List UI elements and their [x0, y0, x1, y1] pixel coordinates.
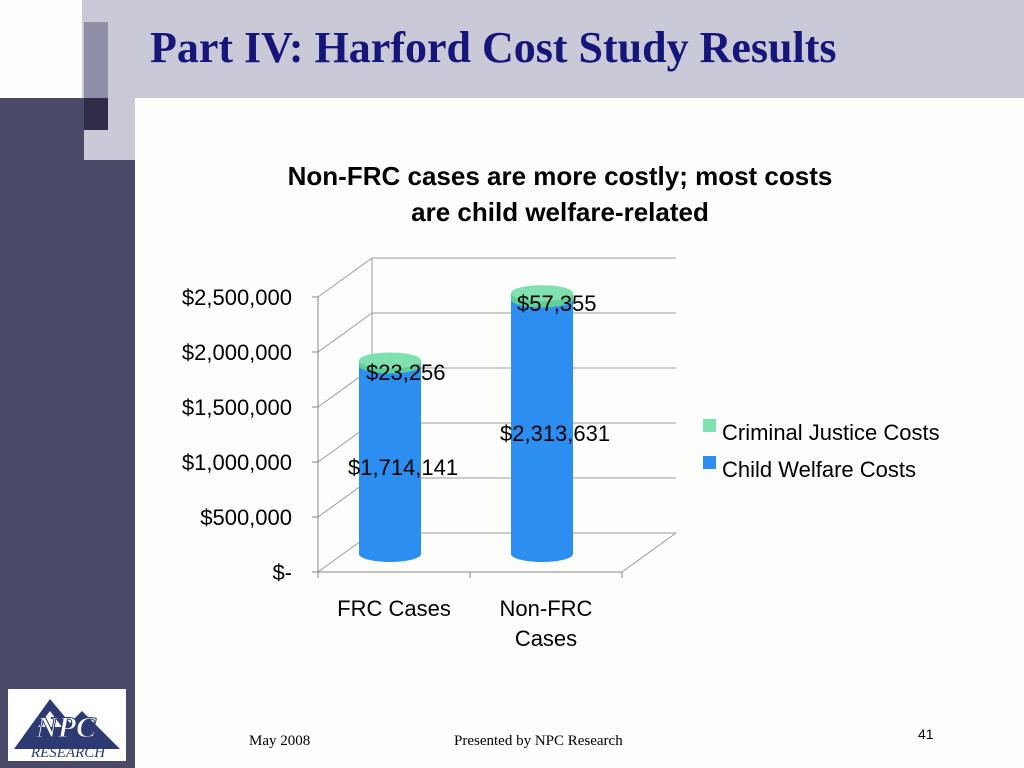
- x-category-label: Cases: [515, 626, 577, 651]
- gridline-diagonal: [317, 312, 373, 353]
- sidebar-decoration: [0, 98, 135, 768]
- data-label-child-welfare: $1,714,141: [348, 455, 458, 480]
- x-category-label: Non-FRC: [500, 596, 593, 621]
- title-banner: [82, 0, 1024, 98]
- chart-title-line-1: Non-FRC cases are more costly; most cost…: [287, 161, 833, 191]
- floor-edge: [621, 532, 677, 573]
- chart-title: Non-FRC cases are more costly; most cost…: [200, 158, 920, 230]
- legend-swatch: [703, 456, 716, 469]
- svg-text:NPC: NPC: [35, 711, 97, 744]
- legend-label: Criminal Justice Costs: [722, 420, 940, 445]
- decor-square-dark: [84, 98, 108, 130]
- footer-date: May 2008: [249, 733, 311, 749]
- legend-swatch: [703, 419, 716, 432]
- npc-research-logo: NPC RESEARCH: [8, 689, 126, 761]
- gridline-diagonal: [317, 257, 373, 298]
- page-number: 41: [918, 726, 934, 742]
- legend-label: Child Welfare Costs: [722, 457, 916, 482]
- y-tick-label: $-: [272, 560, 292, 585]
- decor-square: [84, 22, 108, 98]
- bar-child-welfare: [359, 365, 421, 562]
- svg-text:RESEARCH: RESEARCH: [30, 745, 106, 761]
- decor-square-light: [84, 130, 108, 160]
- footer-presenter: Presented by NPC Research: [454, 733, 623, 749]
- x-category-label: FRC Cases: [337, 596, 451, 621]
- data-label-criminal-justice: $23,256: [366, 360, 446, 385]
- y-tick-label: $1,500,000: [182, 395, 292, 420]
- bar-top-cap: [359, 352, 421, 369]
- npc-logo-mark: NPC RESEARCH: [14, 699, 120, 761]
- slide-title: Part IV: Harford Cost Study Results: [150, 23, 837, 72]
- data-label-child-welfare: $2,313,631: [500, 421, 610, 446]
- bar-top-cap: [511, 285, 573, 302]
- decor-square-light: [108, 98, 135, 160]
- data-label-criminal-justice: $57,355: [517, 291, 597, 316]
- chart-title-line-2: are child welfare-related: [411, 197, 709, 227]
- y-tick-label: $500,000: [200, 505, 292, 530]
- y-tick-label: $2,000,000: [182, 340, 292, 365]
- y-tick-label: $2,500,000: [182, 285, 292, 310]
- bar-child-welfare: [511, 299, 573, 562]
- y-tick-label: $1,000,000: [182, 450, 292, 475]
